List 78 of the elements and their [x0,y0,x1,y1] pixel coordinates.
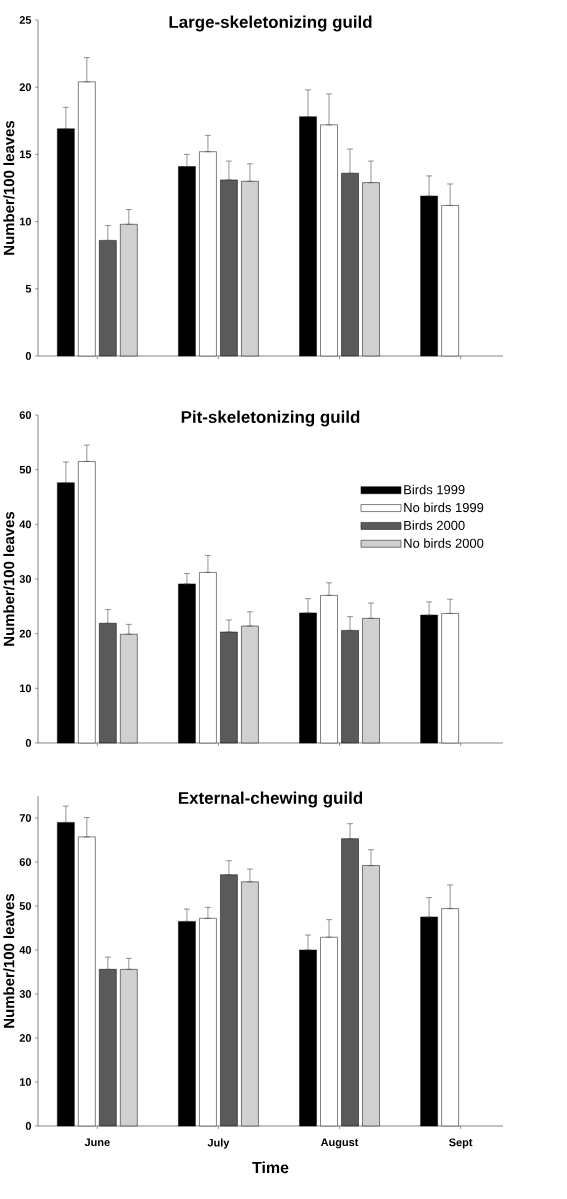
x-tick-label: June [84,1138,110,1147]
bar [220,874,238,1127]
y-tick-label: 10 [19,217,31,226]
y-tick-label: 25 [19,16,32,24]
y-tick-label: 20 [19,83,31,92]
bar [178,921,196,1127]
bar [441,908,459,1127]
bar [119,224,138,357]
bar [199,151,217,357]
bar [241,625,259,744]
bar [299,612,317,744]
bar [98,969,117,1127]
bar [362,618,380,744]
bar [77,461,96,744]
y-tick-label: 15 [19,150,32,159]
bar [119,969,138,1127]
y-tick-label: 10 [19,1078,31,1086]
legend-label: No birds 2000 [404,538,484,548]
y-tick-label: 0 [25,739,31,747]
chart-title: External-chewing guild [178,791,362,808]
legend-label: Birds 1999 [404,484,465,495]
y-tick-label: 30 [19,990,31,998]
bar [220,179,238,357]
bar [441,205,459,357]
bar [119,633,138,744]
bar [420,916,438,1127]
bar [341,838,359,1127]
bar [341,630,359,744]
y-tick-label: 50 [19,902,31,910]
x-axis-title: Time [252,1161,289,1174]
bar [299,116,317,357]
bar [77,836,96,1127]
chart-title: Large-skeletonizing guild [169,15,372,32]
bar [441,613,459,744]
bar [241,181,259,357]
y-tick-label: 0 [25,1122,31,1130]
y-tick-label: 20 [19,1034,31,1042]
bar [420,614,438,744]
chart-title: Pit-skeletonizing guild [181,410,360,427]
y-axis-title: Number/100 leaves [3,893,15,1028]
bar [320,124,338,357]
legend-label: No birds 1999 [404,502,484,513]
y-tick-label: 0 [25,352,31,360]
bar [178,583,196,744]
y-axis-title: Number/100 leaves [3,511,15,646]
bar [341,172,359,357]
bar [199,572,217,744]
y-tick-label: 40 [19,520,31,529]
bar [56,128,75,357]
y-tick-label: 40 [19,946,31,954]
y-tick-label: 50 [19,465,31,474]
bar [77,81,96,357]
bar [362,865,380,1127]
bar [178,166,196,357]
bar [299,949,317,1127]
y-tick-label: 70 [19,814,31,822]
bar [362,182,380,357]
y-axis-title: Number/100 leaves [3,120,15,255]
bar [220,631,238,744]
x-tick-label: July [207,1138,230,1149]
y-tick-label: 60 [19,411,31,419]
bar [320,595,338,744]
bar [98,240,117,357]
x-tick-label: Sept [448,1138,473,1149]
bar [241,881,259,1127]
bar [56,822,75,1127]
x-tick-label: August [320,1138,359,1149]
legend-label: Birds 2000 [404,520,465,530]
y-tick-label: 5 [25,284,32,293]
bar [98,623,117,744]
bar [420,195,438,357]
y-tick-label: 30 [19,575,31,583]
bar [320,936,338,1127]
bar [199,918,217,1127]
y-tick-label: 60 [19,858,31,866]
y-tick-label: 10 [19,684,31,693]
y-tick-label: 20 [19,629,31,638]
bar [56,482,75,744]
